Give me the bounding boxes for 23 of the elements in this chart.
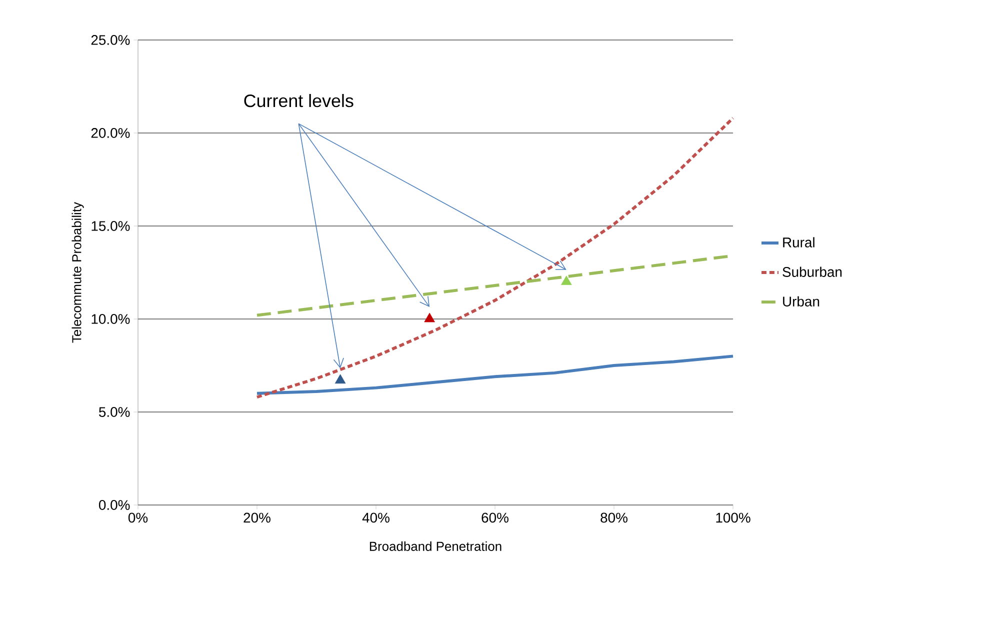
line-series (256, 116, 735, 399)
y-tick-label: 10.0% (92, 314, 130, 324)
x-tick-label: 20% (244, 512, 270, 523)
y-tick-label: 15.0% (92, 221, 130, 231)
x-axis-title: Broadband Penetration (370, 541, 502, 551)
line-series (256, 354, 735, 395)
x-tick-label: 0% (128, 512, 148, 523)
annotation: Current levels (244, 94, 354, 108)
x-tick-label: 100% (716, 512, 750, 523)
y-tick-label: 5.0% (99, 407, 130, 417)
y-axis-title: Telecommute Probability (72, 202, 84, 343)
y-tick-label: 0.0% (98, 500, 130, 510)
legend-label: Urban (783, 296, 820, 306)
x-tick-label: 80% (600, 512, 628, 523)
x-tick-label: 40% (362, 512, 390, 523)
y-tick-label: 25.0% (91, 35, 130, 45)
point (424, 312, 435, 322)
point (334, 374, 346, 384)
legend-label: Suburban (782, 266, 842, 277)
x-tick-label: 60% (482, 512, 508, 523)
y-tick-label: 20.0% (91, 128, 130, 138)
legend-label: Rural (783, 237, 814, 248)
point (561, 276, 572, 285)
